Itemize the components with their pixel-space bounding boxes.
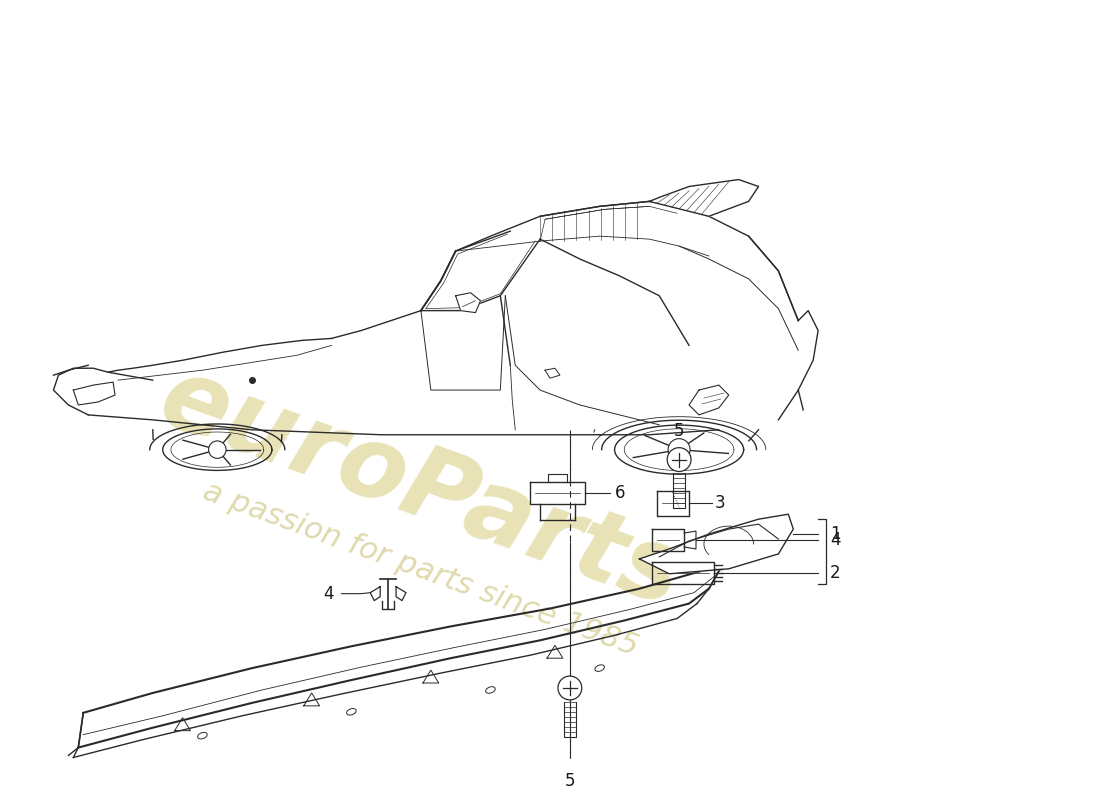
Text: 4: 4 <box>323 585 333 602</box>
Text: 5: 5 <box>564 772 575 790</box>
Text: 2: 2 <box>830 564 840 582</box>
Text: 4: 4 <box>830 531 840 549</box>
Text: 3: 3 <box>715 494 726 512</box>
Text: a passion for parts since 1985: a passion for parts since 1985 <box>199 476 642 662</box>
Circle shape <box>668 438 690 461</box>
Text: 5: 5 <box>674 422 684 440</box>
Circle shape <box>558 676 582 700</box>
Polygon shape <box>639 514 793 574</box>
Text: euroParts: euroParts <box>146 350 695 629</box>
Text: 6: 6 <box>615 484 625 502</box>
Circle shape <box>668 448 691 471</box>
Text: 1: 1 <box>830 525 840 543</box>
Polygon shape <box>455 293 481 313</box>
Circle shape <box>209 441 227 458</box>
Polygon shape <box>649 179 759 216</box>
